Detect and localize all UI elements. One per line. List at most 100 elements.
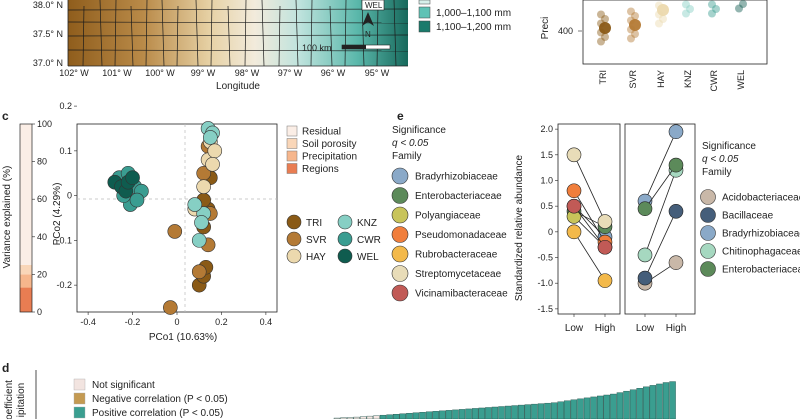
- precip-dot: [627, 25, 635, 34]
- family-legend-label: Rubrobacteraceae: [415, 250, 498, 261]
- abundance-point-high: [668, 255, 684, 270]
- precip-dot: [627, 34, 635, 43]
- panel-e-label: e: [397, 109, 404, 123]
- map-precip-raster: [68, 0, 408, 66]
- legend-swatch: [418, 6, 431, 19]
- precip-dot: [655, 19, 663, 28]
- site-legend-label: KNZ: [357, 218, 377, 229]
- sig-q-right: q < 0.05: [702, 154, 739, 165]
- pcoa-frame: [76, 123, 278, 313]
- coef-bar: [452, 409, 459, 419]
- abundance-point-high: [668, 124, 684, 140]
- coef-bar: [603, 394, 610, 419]
- pcoa-point-svr: [167, 224, 183, 239]
- lon-label: 96° W: [321, 68, 346, 78]
- variance-legend-swatch: [286, 150, 298, 162]
- coef-bar: [471, 408, 479, 419]
- abundance-xtick: High: [595, 323, 616, 334]
- coef-bar: [485, 407, 492, 419]
- coef-bar: [616, 392, 624, 419]
- map-xlabel: Longitude: [216, 81, 260, 92]
- coef-bar: [425, 411, 433, 419]
- abundance-point-high: [597, 214, 613, 229]
- coef-ylabel-2: ipitation: [16, 383, 27, 417]
- variance-tick: 0: [37, 307, 42, 317]
- abundance-point-high: [597, 239, 613, 255]
- panel-a-map: 38.0° N 37.5° N 37.0° N 102° W 101° W 100°…: [33, 0, 511, 92]
- coef-bar: [465, 408, 472, 419]
- legend-label: 1,100–1,200 mm: [436, 22, 511, 33]
- precip-dot: [735, 4, 743, 13]
- precip-dot: [601, 33, 609, 41]
- pcoa-point-knz: [191, 233, 207, 248]
- coef-bar: [439, 410, 446, 419]
- family-legend-label: Enterobacteriaceae: [722, 265, 800, 276]
- precip-dot: [686, 5, 694, 13]
- variance-tick: 40: [37, 232, 47, 242]
- coef-bar: [577, 398, 584, 419]
- precip-dot: [631, 30, 639, 38]
- site-legend-dot: [337, 231, 353, 247]
- family-title-right: Family: [702, 167, 731, 178]
- abundance-ytick: 1.0: [540, 175, 553, 185]
- coef-legend-label: Not significant: [92, 380, 155, 391]
- lon-label: 99° W: [191, 68, 216, 78]
- coef-bar: [564, 400, 571, 419]
- family-legend-dot: [391, 167, 409, 185]
- precip-dot: [627, 7, 635, 16]
- county-border: [295, 0, 299, 67]
- coef-bar: [570, 399, 578, 419]
- family-legend-label: Pseudomonadaceae: [415, 230, 507, 241]
- panel-d: d oefficient ipitation Not significant Ne…: [2, 361, 676, 419]
- variance-legend-label: Regions: [302, 164, 339, 175]
- coef-bar: [393, 414, 400, 419]
- coef-bar: [636, 388, 643, 419]
- pcoa-point-knz: [187, 197, 203, 212]
- lat-label: 38.0° N: [33, 0, 63, 10]
- precip-dot: [708, 0, 716, 9]
- abundance-link: [644, 211, 677, 279]
- county-border: [67, 49, 409, 52]
- county-border: [278, 5, 281, 67]
- family-legend-dot: [700, 243, 716, 259]
- county-border: [329, 5, 333, 67]
- coef-bar: [557, 401, 564, 419]
- abundance-frame-left: [557, 123, 621, 315]
- abundance-ytick: -0.5: [537, 253, 553, 263]
- panel-c-label: c: [2, 109, 9, 123]
- pcoa-point-wel: [125, 170, 140, 186]
- abundance-link: [573, 154, 606, 222]
- county-border: [67, 34, 409, 37]
- family-legend-right: Acidobacteriaceae Bacillaceae Bradyrhizobi…: [700, 189, 800, 277]
- coef-bar: [550, 402, 558, 419]
- family-legend-left: Bradyrhizobiaceae Enterobacteriaceae Polya…: [391, 167, 508, 302]
- lon-label: 101° W: [102, 68, 132, 78]
- coef-bar: [432, 411, 439, 419]
- variance-legend-swatch: [286, 125, 298, 137]
- abundance-point-high: [597, 273, 613, 288]
- lon-label: 98° W: [235, 68, 260, 78]
- variance-bar-frame: [19, 123, 33, 313]
- family-legend-label: Bradyrhizobiaceae: [415, 172, 498, 183]
- pcoa-xtick: -0.4: [80, 317, 96, 327]
- precip-dot: [597, 28, 605, 37]
- pcoa-point-svr: [163, 300, 178, 315]
- site-legend-dot: [286, 248, 302, 264]
- coef-bar: [478, 407, 485, 419]
- abundance-link: [573, 190, 606, 243]
- coef-bar: [643, 386, 650, 419]
- panel-b-ytick: 400: [558, 26, 573, 36]
- county-border: [99, 0, 103, 67]
- map-scale-bar: 100 km: [302, 43, 391, 53]
- coef-bar: [537, 403, 545, 419]
- abundance-xtick: High: [666, 323, 687, 334]
- coef-bar: [597, 395, 604, 419]
- abundance-point-low: [637, 270, 653, 286]
- abundance-link: [644, 164, 677, 209]
- panel-b-ylabel: Preci: [540, 17, 551, 40]
- county-border: [361, 0, 365, 67]
- sig-q: q < 0.05: [392, 138, 429, 149]
- precip-dot: [682, 9, 690, 18]
- pcoa-ylabel: PCo2 (4.29%): [52, 183, 63, 246]
